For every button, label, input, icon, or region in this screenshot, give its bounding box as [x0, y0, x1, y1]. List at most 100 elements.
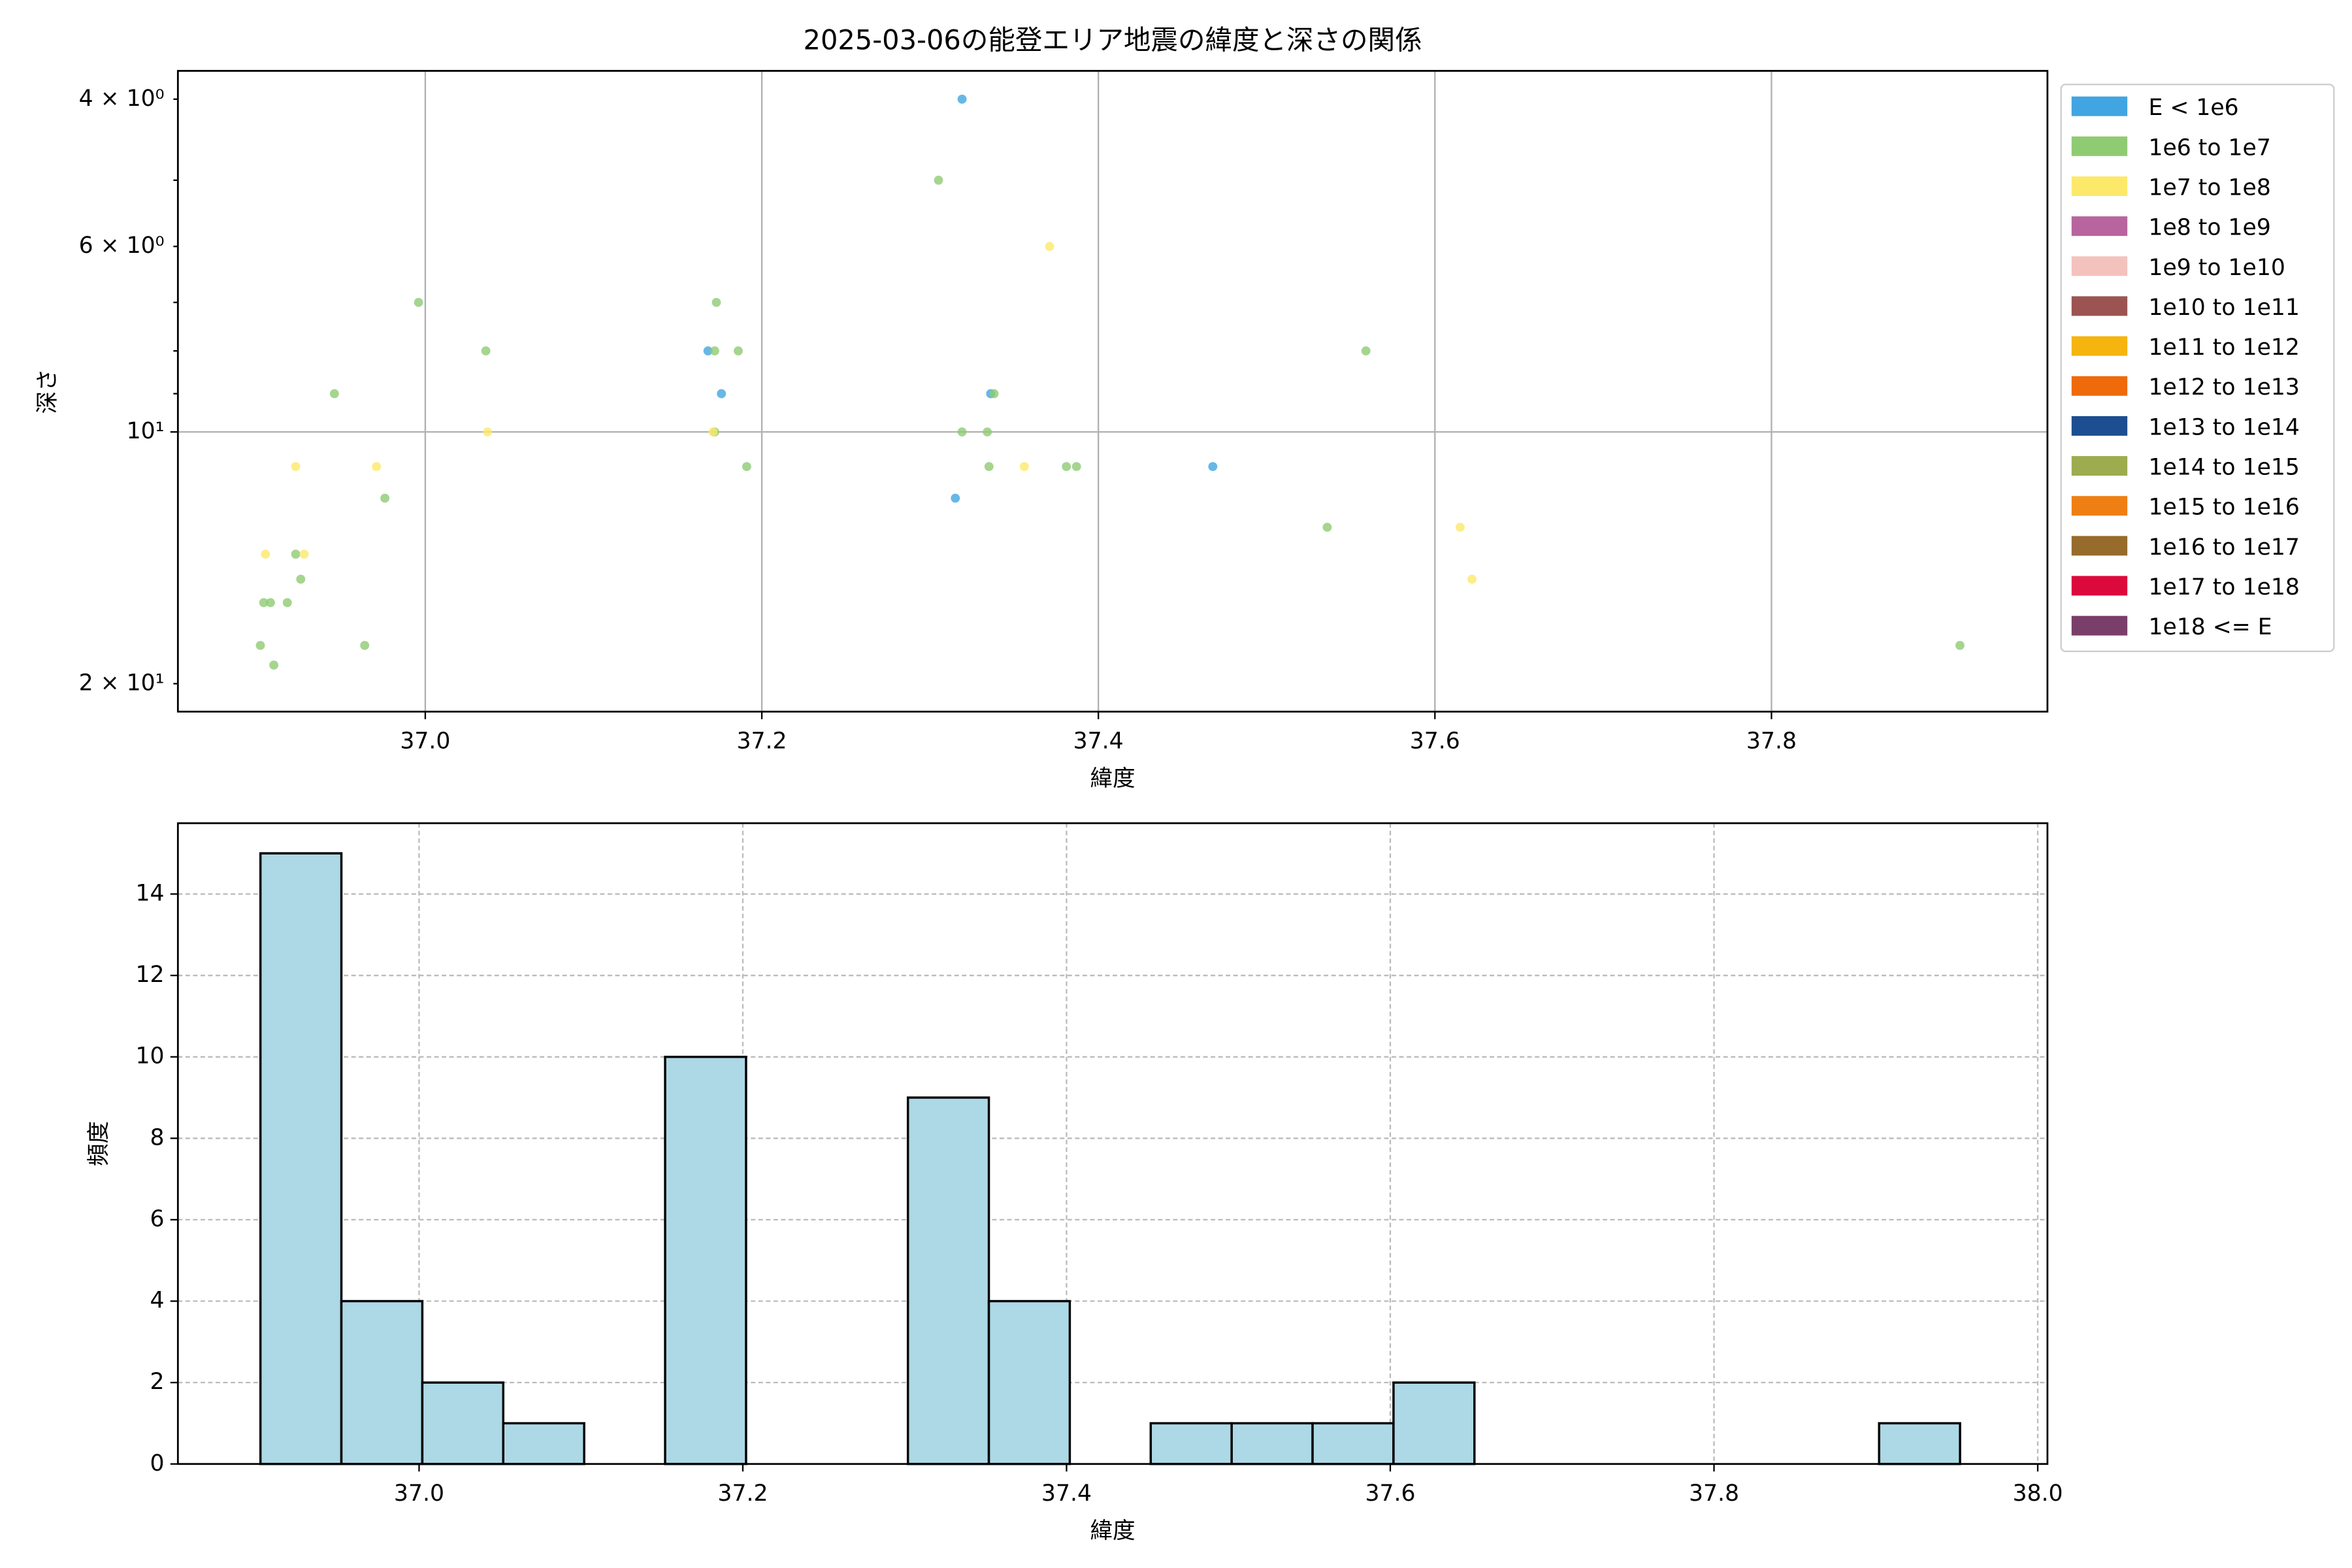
- x-tick-label: 37.4: [1073, 728, 1124, 754]
- point: [710, 346, 719, 356]
- bar: [1311, 1422, 1395, 1465]
- bar: [1878, 1422, 1961, 1465]
- point: [414, 297, 423, 307]
- legend-swatch: [2071, 136, 2128, 156]
- legend-swatch: [2071, 216, 2128, 237]
- legend-swatch: [2071, 536, 2128, 556]
- point: [259, 598, 269, 608]
- legend-label: E < 1e6: [2148, 95, 2238, 121]
- point: [717, 389, 727, 399]
- bar: [664, 1055, 747, 1465]
- point: [255, 640, 265, 650]
- legend-swatch: [2071, 296, 2128, 316]
- y-tick-label: 6 × 10⁰: [79, 233, 165, 259]
- legend-label: 1e18 <= E: [2148, 614, 2272, 640]
- point: [1467, 574, 1477, 584]
- legend-label: 1e11 to 1e12: [2148, 335, 2299, 361]
- x-tick-label: 38.0: [2012, 1480, 2063, 1507]
- bar: [259, 852, 343, 1465]
- y-axis-label: 頻度: [86, 1121, 112, 1166]
- y-tick-label: 8: [150, 1124, 165, 1151]
- plot-frame: [176, 822, 2049, 1465]
- legend-swatch: [2071, 576, 2128, 596]
- point: [291, 549, 301, 559]
- point: [269, 661, 279, 670]
- point: [483, 427, 493, 437]
- legend-swatch: [2071, 256, 2128, 276]
- y-tick-label: 2 × 10¹: [79, 670, 165, 696]
- point: [1955, 640, 1965, 650]
- legend-label: 1e13 to 1e14: [2148, 414, 2299, 440]
- point: [372, 462, 382, 472]
- point: [703, 346, 713, 356]
- y-tick-label: 4 × 10⁰: [79, 86, 165, 112]
- legend-swatch: [2071, 176, 2128, 196]
- point: [1208, 462, 1218, 472]
- point: [261, 549, 270, 559]
- legend-label: 1e8 to 1e9: [2148, 215, 2270, 241]
- x-tick-label: 37.6: [1365, 1480, 1415, 1507]
- point: [380, 493, 390, 503]
- bar: [987, 1299, 1071, 1465]
- point: [957, 94, 967, 104]
- y-tick-label: 4: [150, 1288, 165, 1314]
- x-tick-label: 37.8: [1746, 728, 1797, 754]
- bar: [1149, 1422, 1233, 1465]
- point: [282, 598, 292, 608]
- legend-swatch: [2071, 496, 2128, 516]
- point: [1322, 523, 1332, 532]
- y-tick-label: 14: [135, 880, 164, 906]
- point: [983, 427, 992, 437]
- x-axis-label: 緯度: [1090, 1518, 1135, 1544]
- x-tick-label: 37.0: [394, 1480, 444, 1507]
- point: [711, 297, 721, 307]
- x-tick-label: 37.8: [1689, 1480, 1739, 1507]
- bar: [502, 1422, 585, 1465]
- x-axis-label: 緯度: [1090, 766, 1135, 792]
- y-tick-label: 10¹: [127, 418, 165, 444]
- legend-label: 1e12 to 1e13: [2148, 374, 2299, 400]
- point: [734, 346, 743, 356]
- legend-label: 1e15 to 1e16: [2148, 495, 2299, 521]
- x-tick-label: 37.4: [1041, 1480, 1092, 1507]
- point: [291, 462, 301, 472]
- x-tick-label: 37.0: [400, 728, 450, 754]
- point: [1361, 346, 1371, 356]
- x-tick-label: 37.2: [717, 1480, 768, 1507]
- plot-frame: [176, 70, 2049, 713]
- legend-label: 1e9 to 1e10: [2148, 255, 2285, 281]
- point: [1456, 523, 1465, 532]
- legend-swatch: [2071, 336, 2128, 356]
- bar: [340, 1299, 424, 1465]
- point: [360, 640, 370, 650]
- chart-title: 2025-03-06の能登エリア地震の緯度と深さの関係: [804, 24, 1422, 56]
- y-tick-label: 2: [150, 1369, 165, 1395]
- y-tick-label: 6: [150, 1206, 165, 1232]
- point: [1062, 462, 1071, 472]
- bar: [421, 1381, 505, 1465]
- point: [708, 427, 718, 437]
- legend-label: 1e17 to 1e18: [2148, 574, 2299, 600]
- legend-label: 1e14 to 1e15: [2148, 455, 2299, 481]
- bar: [906, 1096, 990, 1465]
- legend-label: 1e16 to 1e17: [2148, 534, 2299, 561]
- point: [1019, 462, 1029, 472]
- point: [1071, 462, 1081, 472]
- legend-label: 1e6 to 1e7: [2148, 135, 2270, 161]
- point: [329, 389, 339, 399]
- legend-swatch: [2071, 615, 2128, 636]
- point: [984, 462, 994, 472]
- legend-box: [2060, 84, 2335, 653]
- legend-swatch: [2071, 456, 2128, 476]
- y-tick-label: 0: [150, 1450, 165, 1477]
- point: [934, 175, 943, 185]
- point: [296, 574, 306, 584]
- point: [742, 462, 751, 472]
- point: [989, 389, 999, 399]
- x-tick-label: 37.2: [737, 728, 787, 754]
- legend-label: 1e10 to 1e11: [2148, 295, 2299, 321]
- point: [957, 427, 967, 437]
- y-tick-label: 10: [135, 1043, 164, 1070]
